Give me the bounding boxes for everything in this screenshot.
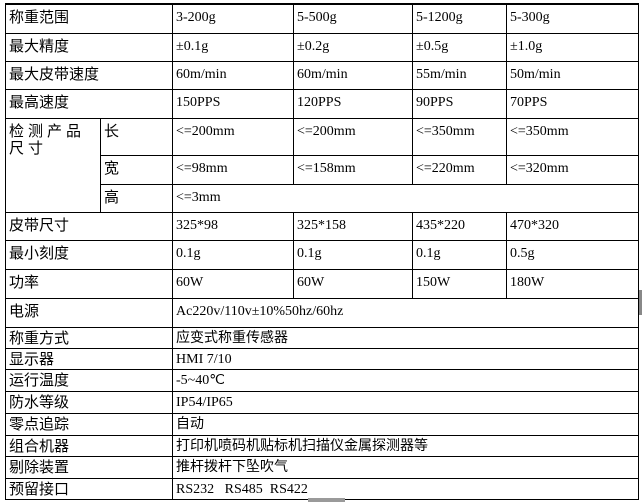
cell: 3-200g — [172, 3, 295, 34]
row-label: 组合机器 — [4, 434, 174, 457]
table-row: 组合机器 打印机喷码机贴标机扫描仪金属探测器等 — [4, 434, 640, 457]
cell: 90PPS — [412, 88, 508, 119]
row-label: 最高速度 — [4, 88, 174, 119]
table-row: 防水等级 IP54/IP65 — [4, 390, 640, 414]
cell: ±0.5g — [412, 32, 508, 62]
cell: 470*320 — [506, 211, 640, 241]
table-row: 零点追踪 自动 — [4, 412, 640, 436]
cell: 5-300g — [506, 3, 640, 34]
cell: <=200mm — [293, 117, 414, 156]
cell: ±0.1g — [172, 32, 295, 62]
cell: 60W — [172, 268, 295, 299]
sub-label: 长 — [99, 117, 174, 156]
cell: <=3mm — [172, 183, 640, 213]
cell: 0.1g — [293, 239, 414, 270]
cell: 60W — [293, 268, 414, 299]
cell: 0.1g — [412, 239, 508, 270]
cell: Ac220v/110v±10%50hz/60hz — [172, 297, 640, 328]
row-label: 最大精度 — [4, 32, 174, 62]
table-row: 功率 60W 60W 150W 180W — [4, 268, 640, 299]
cell: 0.5g — [506, 239, 640, 270]
cell: ±1.0g — [506, 32, 640, 62]
sub-label: 宽 — [99, 154, 174, 185]
cell: <=158mm — [293, 154, 414, 185]
cell: -5~40℃ — [172, 368, 640, 392]
cell: 325*158 — [293, 211, 414, 241]
spec-table: 称重范围 3-200g 5-500g 5-1200g 5-300g 最大精度 ±… — [4, 3, 640, 500]
row-label: 最大皮带速度 — [4, 60, 174, 90]
table-row: 高 <=3mm — [6, 183, 640, 213]
table-row: 最大皮带速度 60m/min 60m/min 55m/min 50m/min — [4, 60, 640, 90]
sub-label: 高 — [99, 183, 174, 213]
scrollbar[interactable] — [639, 290, 642, 315]
cell: 打印机喷码机贴标机扫描仪金属探测器等 — [172, 434, 640, 457]
page-handle — [308, 498, 345, 502]
table-row: 最高速度 150PPS 120PPS 90PPS 70PPS — [4, 88, 640, 119]
cell: <=350mm — [506, 117, 640, 156]
table-row: 电源 Ac220v/110v±10%50hz/60hz — [4, 297, 640, 328]
cell: 5-500g — [293, 3, 414, 34]
cell: 325*98 — [172, 211, 295, 241]
cell: 推杆拨杆下坠吹气 — [172, 455, 640, 479]
cell: 150PPS — [172, 88, 295, 119]
cell: 50m/min — [506, 60, 640, 90]
row-label: 显示器 — [4, 347, 174, 370]
row-label: 最小刻度 — [4, 239, 174, 270]
cell: 60m/min — [172, 60, 295, 90]
row-label: 称重方式 — [4, 326, 174, 349]
cell: 55m/min — [412, 60, 508, 90]
table-row: 运行温度 -5~40℃ — [4, 368, 640, 392]
row-label: 功率 — [4, 268, 174, 299]
row-label: 预留接口 — [4, 477, 174, 500]
cell: <=98mm — [172, 154, 295, 185]
table-row: 最小刻度 0.1g 0.1g 0.1g 0.5g — [4, 239, 640, 270]
table-row: 称重方式 应变式称重传感器 — [4, 326, 640, 349]
table-row: 宽 <=98mm <=158mm <=220mm <=320mm — [6, 154, 640, 185]
cell: RS232 RS485 RS422 — [172, 477, 640, 500]
cell: <=320mm — [506, 154, 640, 185]
row-label: 皮带尺寸 — [4, 211, 174, 241]
table-row: 剔除装置 推杆拨杆下坠吹气 — [4, 455, 640, 479]
row-label: 检测产品尺寸 — [5, 117, 101, 213]
row-label: 称重范围 — [4, 3, 174, 34]
table-row: 检测产品尺寸 长 <=200mm <=200mm <=350mm <=350mm — [5, 117, 640, 213]
cell: ±0.2g — [293, 32, 414, 62]
cell: IP54/IP65 — [172, 390, 640, 414]
cell: 应变式称重传感器 — [172, 326, 640, 349]
table-row: 预留接口 RS232 RS485 RS422 — [4, 477, 640, 500]
cell: 自动 — [172, 412, 640, 436]
cell: 150W — [412, 268, 508, 299]
row-label: 电源 — [4, 297, 174, 328]
table-row: 称重范围 3-200g 5-500g 5-1200g 5-300g — [4, 3, 640, 34]
cell: 435*220 — [412, 211, 508, 241]
cell: 5-1200g — [412, 3, 508, 34]
cell: <=200mm — [172, 117, 295, 156]
row-label: 防水等级 — [4, 390, 174, 414]
row-label: 剔除装置 — [4, 455, 174, 479]
table-row: 皮带尺寸 325*98 325*158 435*220 470*320 — [4, 211, 640, 241]
cell: 70PPS — [506, 88, 640, 119]
cell: <=220mm — [412, 154, 508, 185]
row-label: 运行温度 — [4, 368, 174, 392]
row-label: 零点追踪 — [4, 412, 174, 436]
cell: 60m/min — [293, 60, 414, 90]
table-row: 最大精度 ±0.1g ±0.2g ±0.5g ±1.0g — [4, 32, 640, 62]
cell: 0.1g — [172, 239, 295, 270]
cell: 120PPS — [293, 88, 414, 119]
table-row: 显示器 HMI 7/10 — [4, 347, 640, 370]
cell: HMI 7/10 — [172, 347, 640, 370]
cell: 180W — [506, 268, 640, 299]
cell: <=350mm — [412, 117, 508, 156]
